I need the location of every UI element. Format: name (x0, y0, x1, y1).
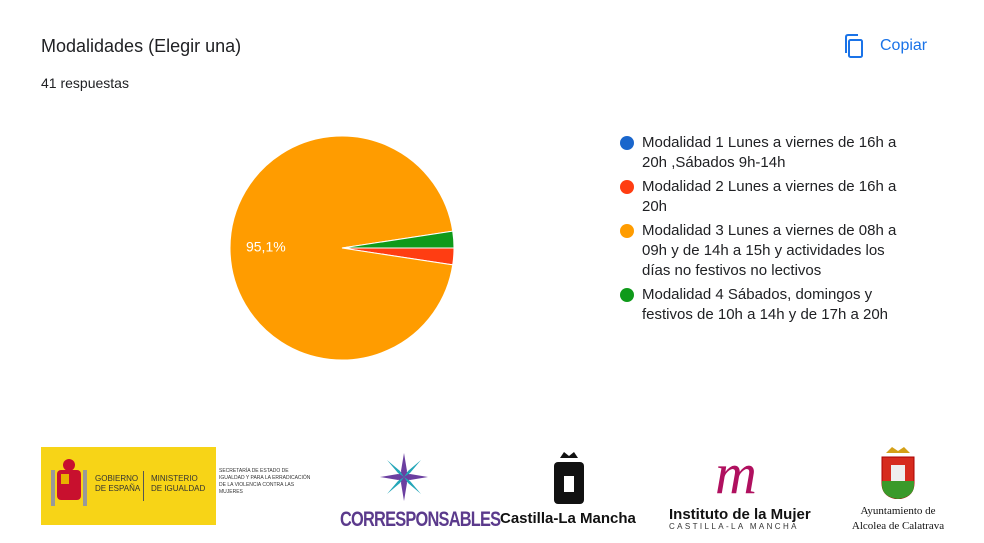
legend-marker (620, 136, 634, 150)
logo-text: GOBIERNO DE ESPAÑA (95, 474, 141, 493)
logo-text: Castilla-La Mancha (500, 510, 636, 527)
logo-text: CASTILLA-LA MANCHA (669, 522, 799, 531)
copy-label: Copiar (880, 37, 928, 54)
clm-icon (554, 452, 584, 504)
logo-text: Ayuntamiento de (860, 505, 936, 517)
copy-icon (845, 34, 863, 58)
logo-text: Alcolea de Calatrava (851, 520, 945, 532)
legend-item: Modalidad 1 Lunes a viernes de 16h a 20h… (619, 133, 899, 173)
legend-label: Modalidad 1 Lunes a viernes de 16h a 20h… (642, 134, 897, 171)
coat-of-arms (51, 459, 87, 506)
corresponsables-icon (380, 453, 428, 501)
legend-item: Modalidad 3 Lunes a viernes de 08h a 09h… (619, 221, 899, 281)
legend-label: Modalidad 4 Sábados, domingos y festivos… (642, 286, 889, 323)
pie-slice (229, 135, 454, 361)
legend-marker (620, 288, 634, 302)
logo-gobierno: GOBIERNO DE ESPAÑA MINISTERIO DE IGUALDA… (41, 447, 216, 525)
copy-button[interactable]: Copiar (842, 33, 927, 59)
alcolea-shield (881, 447, 915, 499)
chart-title: Modalidades (Elegir una) (41, 36, 242, 56)
logo-text: Instituto de la Mujer (669, 506, 811, 523)
legend-item: Modalidad 2 Lunes a viernes de 16h a 20h (619, 177, 899, 217)
logo-text: CORRESPONSABLES (340, 508, 501, 531)
logo-text: SECRETARÍA DE ESTADO DE IGUALDAD Y PARA … (219, 468, 311, 495)
legend-marker (620, 224, 634, 238)
legend-label: Modalidad 2 Lunes a viernes de 16h a 20h (642, 178, 897, 215)
response-count: 41 respuestas (41, 75, 129, 91)
pie-chart: 95,1% (229, 135, 455, 361)
legend-label: Modalidad 3 Lunes a viernes de 08h a 09h… (642, 222, 897, 279)
legend-item: Modalidad 4 Sábados, domingos y festivos… (619, 285, 899, 325)
instituto-icon: m (715, 441, 757, 506)
logo-text: MINISTERIO DE IGUALDAD (151, 474, 206, 493)
pie-slice (341, 230, 455, 249)
legend-marker (620, 180, 634, 194)
legend: Modalidad 1 Lunes a viernes de 16h a 20h… (619, 133, 899, 329)
slice-label: 95,1% (246, 239, 286, 255)
